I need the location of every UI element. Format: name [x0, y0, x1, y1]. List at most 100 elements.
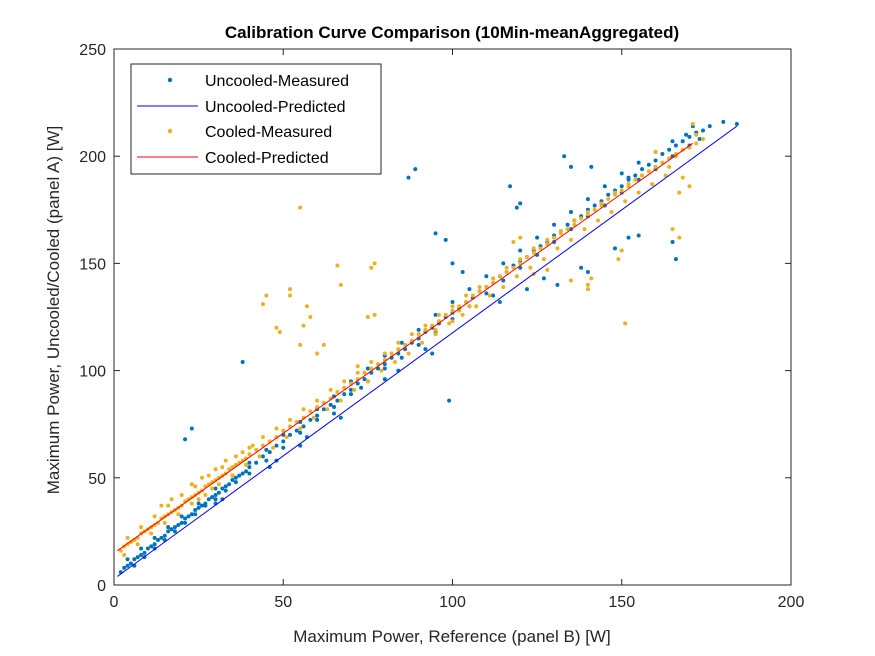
- y-tick-label: 250: [79, 42, 106, 59]
- point-cooled-measured: [288, 293, 293, 298]
- point-cooled-measured: [335, 263, 340, 268]
- point-cooled-measured: [230, 473, 235, 478]
- point-uncooled-measured: [552, 222, 557, 227]
- point-uncooled-measured: [125, 557, 130, 562]
- point-uncooled-measured: [193, 507, 198, 512]
- point-uncooled-measured: [365, 366, 370, 371]
- point-cooled-measured: [298, 205, 303, 210]
- point-uncooled-measured: [166, 529, 171, 534]
- x-tick-label: 0: [110, 594, 119, 611]
- point-uncooled-measured: [450, 299, 455, 304]
- point-uncooled-measured: [660, 152, 665, 157]
- point-cooled-measured: [288, 417, 293, 422]
- point-uncooled-measured: [288, 432, 293, 437]
- line-cooled-predicted: [117, 142, 694, 552]
- legend-label-uncooled-measured: Uncooled-Measured: [205, 73, 349, 90]
- point-cooled-measured: [223, 458, 228, 463]
- point-cooled-measured: [694, 132, 699, 137]
- point-uncooled-measured: [667, 147, 672, 152]
- point-uncooled-measured: [568, 209, 573, 214]
- point-cooled-measured: [596, 218, 601, 223]
- point-uncooled-measured: [152, 542, 157, 547]
- point-cooled-measured: [474, 304, 479, 309]
- point-uncooled-measured: [244, 469, 249, 474]
- point-uncooled-measured: [348, 387, 353, 392]
- point-uncooled-measured: [189, 512, 194, 517]
- point-uncooled-measured: [443, 237, 448, 242]
- y-tick-label: 100: [79, 364, 106, 381]
- point-uncooled-measured: [216, 490, 221, 495]
- point-cooled-measured: [179, 492, 184, 497]
- point-uncooled-measured: [508, 184, 513, 189]
- legend-marker-cooled-measured: [167, 128, 173, 134]
- legend: Uncooled-Measured Uncooled-Predicted Coo…: [130, 63, 382, 175]
- point-uncooled-measured: [700, 128, 705, 133]
- point-cooled-measured: [433, 327, 438, 332]
- point-uncooled-measured: [335, 398, 340, 403]
- point-cooled-measured: [365, 315, 370, 319]
- point-uncooled-measured: [220, 486, 225, 491]
- point-cooled-measured: [552, 235, 557, 240]
- point-cooled-measured: [328, 387, 333, 392]
- point-uncooled-measured: [206, 497, 211, 502]
- point-cooled-measured: [260, 302, 265, 307]
- point-uncooled-measured: [514, 205, 519, 210]
- y-tick-label: 0: [97, 578, 106, 595]
- point-uncooled-measured: [332, 394, 337, 399]
- point-cooled-measured: [247, 445, 252, 450]
- point-uncooled-measured: [183, 520, 188, 525]
- point-cooled-measured: [612, 190, 617, 195]
- point-cooled-measured: [677, 190, 682, 195]
- point-cooled-measured: [464, 293, 469, 298]
- point-cooled-measured: [646, 169, 651, 174]
- point-uncooled-measured: [592, 203, 597, 208]
- point-uncooled-measured: [179, 520, 184, 525]
- point-uncooled-measured: [416, 336, 421, 341]
- point-cooled-measured: [315, 351, 320, 356]
- point-cooled-measured: [585, 282, 590, 287]
- x-tick-label: 100: [439, 594, 466, 611]
- point-uncooled-measured: [189, 426, 194, 431]
- point-uncooled-measured: [135, 555, 140, 560]
- point-uncooled-measured: [416, 327, 421, 332]
- point-uncooled-measured: [579, 265, 584, 270]
- point-cooled-measured: [257, 454, 262, 459]
- point-uncooled-measured: [535, 235, 540, 240]
- point-uncooled-measured: [196, 501, 201, 506]
- y-axis-label: Maximum Power, Uncooled/Cooled (panel A)…: [44, 126, 63, 495]
- point-uncooled-measured: [227, 482, 232, 487]
- point-uncooled-measured: [315, 417, 320, 422]
- point-cooled-measured: [470, 293, 475, 298]
- point-uncooled-measured: [342, 392, 347, 397]
- point-uncooled-measured: [382, 362, 387, 367]
- point-cooled-measured: [169, 497, 174, 502]
- point-uncooled-measured: [697, 137, 702, 142]
- point-cooled-measured: [162, 520, 167, 525]
- point-cooled-measured: [139, 525, 144, 530]
- point-cooled-measured: [369, 366, 374, 371]
- point-uncooled-measured: [687, 134, 692, 139]
- point-uncooled-measured: [626, 235, 631, 240]
- point-cooled-measured: [227, 467, 232, 472]
- point-cooled-measured: [606, 197, 611, 202]
- plot-content: [117, 119, 739, 577]
- y-tick-label: 50: [88, 471, 106, 488]
- point-cooled-measured: [531, 250, 536, 255]
- point-cooled-measured: [568, 278, 573, 283]
- point-cooled-measured: [518, 235, 523, 240]
- point-uncooled-measured: [585, 269, 590, 274]
- point-uncooled-measured: [555, 282, 560, 287]
- point-cooled-measured: [396, 340, 401, 345]
- point-cooled-measured: [342, 379, 347, 384]
- point-uncooled-measured: [348, 392, 353, 397]
- point-cooled-measured: [254, 447, 259, 452]
- point-uncooled-measured: [423, 347, 428, 352]
- point-cooled-measured: [572, 218, 577, 223]
- x-axis-ticks: 0 50 100 150 200: [110, 49, 804, 611]
- point-cooled-measured: [274, 325, 279, 330]
- point-cooled-measured: [372, 261, 377, 266]
- point-cooled-measured: [528, 265, 533, 270]
- point-cooled-measured: [579, 216, 584, 221]
- point-cooled-measured: [335, 390, 340, 395]
